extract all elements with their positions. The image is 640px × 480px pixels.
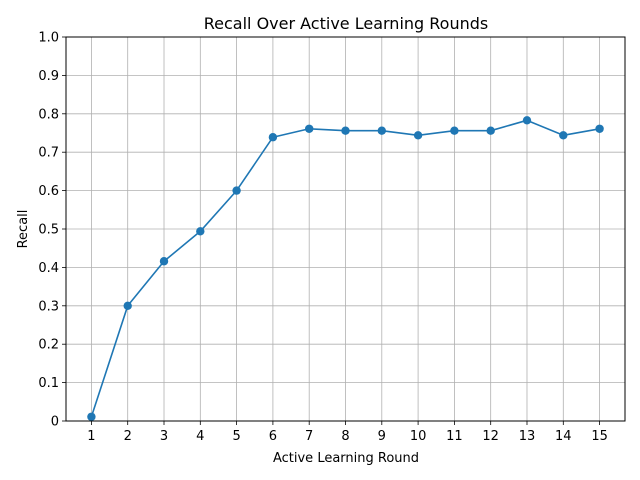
x-axis-label: Active Learning Round [273,451,419,466]
recall-data-point [413,131,423,140]
x-tick-label: 12 [482,429,499,444]
x-tick-label: 4 [196,429,204,444]
y-tick-label: 1.0 [38,31,59,46]
y-axis-label: Recall [16,210,31,249]
y-tick-label: 0.3 [38,299,59,314]
x-tick-label: 5 [232,429,240,444]
x-tick-label: 8 [341,429,349,444]
x-tick-label: 6 [269,429,277,444]
recall-data-point [159,257,169,266]
y-axis-ticks: 0 0.1 0.2 0.3 0.4 0.5 0.6 0.7 0.8 0.9 1.0 [38,31,66,430]
y-tick-label: 0.9 [38,69,59,84]
recall-data-point [559,131,568,140]
y-tick-label: 0.7 [38,146,59,161]
y-tick-label: 0.5 [38,223,59,238]
recall-data-point [377,126,386,135]
recall-data-point [232,186,241,195]
y-tick-label: 0.8 [38,107,59,122]
y-tick-label: 0 [51,415,59,430]
y-tick-label: 0.6 [38,184,59,199]
x-tick-label: 13 [519,429,536,444]
recall-data-point [595,124,604,133]
chart-title: Recall Over Active Learning Rounds [204,14,488,33]
y-tick-label: 0.4 [38,261,59,276]
recall-data-point [123,301,132,310]
y-tick-label: 0.1 [38,376,59,391]
x-tick-label: 9 [378,429,386,444]
recall-data-point [486,126,495,135]
x-tick-label: 1 [87,429,95,444]
recall-data-point [87,412,96,421]
recall-data-point [522,116,532,125]
x-tick-label: 10 [410,429,427,444]
x-tick-label: 7 [305,429,313,444]
recall-data-point [268,133,278,142]
series-marker-group [87,116,604,421]
x-axis-ticks: 1 2 3 4 5 6 7 8 9 10 11 12 13 14 15 [87,421,608,444]
x-tick-label: 15 [591,429,608,444]
x-tick-label: 14 [555,429,572,444]
x-tick-label: 11 [446,429,463,444]
recall-data-point [196,227,205,236]
grid [66,36,625,422]
y-tick-label: 0.2 [38,338,59,353]
recall-data-point [341,126,350,135]
x-tick-label: 2 [124,429,132,444]
recall-data-point [305,124,314,133]
recall-data-point [450,126,459,135]
x-tick-label: 3 [160,429,168,444]
